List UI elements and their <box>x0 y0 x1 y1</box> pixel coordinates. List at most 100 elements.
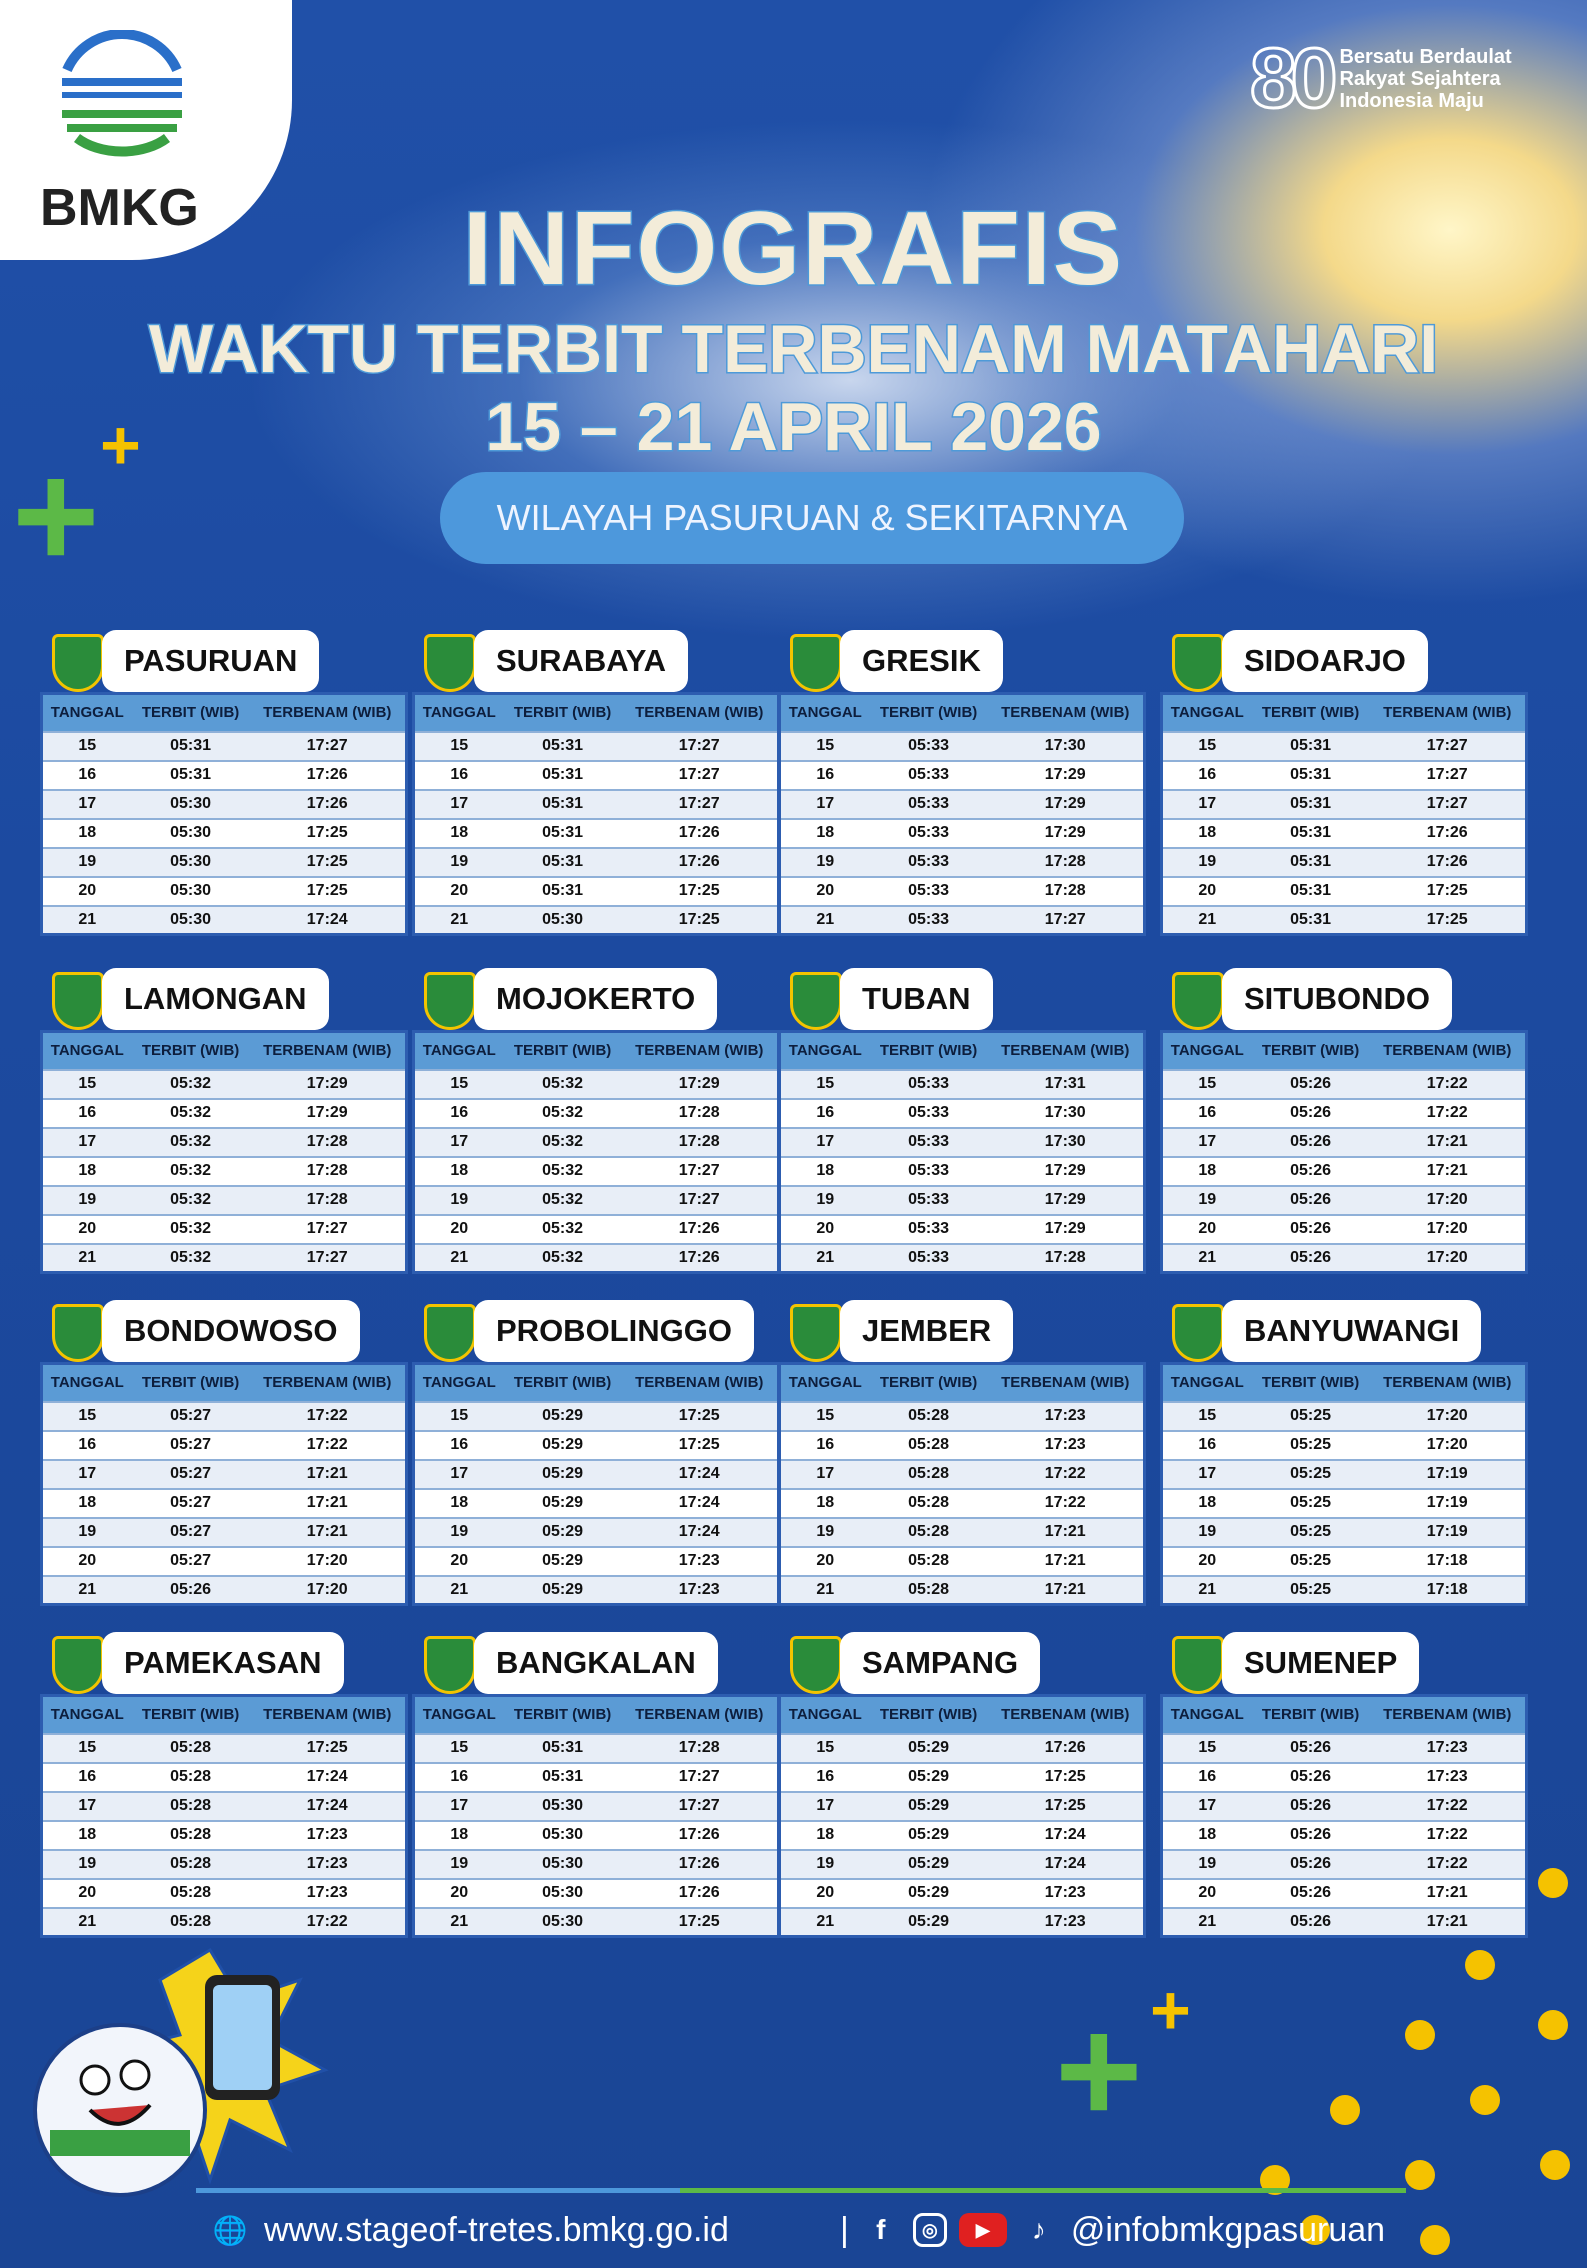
column-header: TANGGAL <box>413 693 504 732</box>
table-row: 16 05:31 17:27 <box>413 1761 779 1792</box>
column-header: TERBENAM (WIB) <box>1369 1363 1527 1402</box>
sun-times-table: TANGGAL TERBIT (WIB) TERBENAM (WIB) 15 05:27… <box>40 1362 408 1606</box>
region-emblem-icon <box>790 1304 842 1362</box>
table-row: 19 05:27 17:21 <box>41 1516 407 1547</box>
table-row: 21 05:30 17:25 <box>413 1906 779 1937</box>
column-header: TANGGAL <box>41 693 132 732</box>
date-cell: 21 <box>413 1906 504 1937</box>
region-block-pamekasan: PAMEKASAN TANGGAL TERBIT (WIB) TERBENAM (WI… <box>40 1632 408 1938</box>
date-cell: 20 <box>1161 1213 1252 1244</box>
date-cell: 16 <box>413 759 504 790</box>
sunset-cell: 17:28 <box>621 1097 779 1128</box>
sunrise-cell: 05:28 <box>131 1790 250 1821</box>
table-row: 21 05:33 17:27 <box>779 904 1145 935</box>
region-name: SIDOARJO <box>1222 630 1428 692</box>
date-cell: 21 <box>779 1906 870 1937</box>
region-block-sampang: SAMPANG TANGGAL TERBIT (WIB) TERBENAM (WIB)… <box>778 1632 1146 1938</box>
table-row: 16 05:28 17:24 <box>41 1761 407 1792</box>
sunrise-cell: 05:32 <box>131 1097 250 1128</box>
sunset-cell: 17:22 <box>987 1458 1145 1489</box>
table-row: 17 05:28 17:24 <box>41 1790 407 1821</box>
sunrise-cell: 05:33 <box>869 1155 988 1186</box>
date-cell: 17 <box>779 1790 870 1821</box>
sunset-cell: 17:21 <box>1369 1155 1527 1186</box>
anniversary-logo: 80 Bersatu Berdaulat Rakyat Sejahtera In… <box>1248 30 1519 127</box>
date-cell: 19 <box>413 1848 504 1879</box>
sunset-cell: 17:26 <box>621 1213 779 1244</box>
mascot-with-phone-icon <box>33 1947 329 2197</box>
date-cell: 17 <box>779 1458 870 1489</box>
region-header: TUBAN <box>778 968 1146 1030</box>
column-header: TANGGAL <box>779 1031 870 1070</box>
sunset-cell: 17:21 <box>987 1545 1145 1576</box>
date-cell: 15 <box>41 730 132 761</box>
table-row: 18 05:30 17:25 <box>41 817 407 848</box>
social-handle[interactable]: @infobmkgpasuruan <box>1070 2210 1386 2249</box>
date-cell: 21 <box>41 1906 132 1937</box>
table-row: 18 05:32 17:27 <box>413 1155 779 1186</box>
date-cell: 18 <box>41 817 132 848</box>
sunrise-cell: 05:27 <box>131 1545 250 1576</box>
region-emblem-icon <box>790 1636 842 1694</box>
sunrise-cell: 05:31 <box>131 759 250 790</box>
sunrise-cell: 05:31 <box>503 817 622 848</box>
table-row: 17 05:30 17:27 <box>413 1790 779 1821</box>
sunset-cell: 17:27 <box>249 1213 407 1244</box>
sunrise-cell: 05:30 <box>503 1790 622 1821</box>
sunset-cell: 17:24 <box>249 1761 407 1792</box>
date-cell: 15 <box>779 1400 870 1431</box>
sunrise-cell: 05:26 <box>1251 1213 1370 1244</box>
table-row: 15 05:31 17:27 <box>41 730 407 761</box>
instagram-icon[interactable]: ◎ <box>912 2213 947 2247</box>
table-row: 21 05:33 17:28 <box>779 1242 1145 1273</box>
table-row: 17 05:27 17:21 <box>41 1458 407 1489</box>
table-row: 17 05:30 17:26 <box>41 788 407 819</box>
date-cell: 18 <box>413 817 504 848</box>
region-name: SAMPANG <box>840 1632 1041 1694</box>
date-cell: 21 <box>1161 1906 1252 1937</box>
date-cell: 20 <box>1161 1545 1252 1576</box>
column-header: TERBENAM (WIB) <box>249 693 407 732</box>
column-header: TERBIT (WIB) <box>503 1031 622 1070</box>
sunrise-cell: 05:31 <box>1251 846 1370 877</box>
sunrise-cell: 05:31 <box>131 730 250 761</box>
table-row: 17 05:31 17:27 <box>413 788 779 819</box>
tiktok-icon[interactable]: ♪ <box>1031 2214 1046 2245</box>
date-cell: 15 <box>413 730 504 761</box>
footer-website[interactable]: 🌐 www.stageof-tretes.bmkg.go.id <box>210 2210 729 2250</box>
sunset-cell: 17:23 <box>987 1400 1145 1431</box>
region-emblem-icon <box>790 634 842 692</box>
page-subtitle: WAKTU TERBIT TERBENAM MATAHARI <box>147 310 1439 389</box>
anniversary-number: 80 <box>1248 30 1338 127</box>
sunrise-cell: 05:29 <box>869 1790 988 1821</box>
table-row: 19 05:30 17:25 <box>41 846 407 877</box>
sunset-cell: 17:29 <box>621 1068 779 1099</box>
sunrise-cell: 05:31 <box>503 1761 622 1792</box>
table-row: 15 05:29 17:26 <box>779 1732 1145 1763</box>
website-link[interactable]: www.stageof-tretes.bmkg.go.id <box>264 2210 729 2249</box>
table-row: 19 05:28 17:23 <box>41 1848 407 1879</box>
sunrise-cell: 05:29 <box>869 1732 988 1763</box>
region-header: SAMPANG <box>778 1632 1146 1694</box>
sunrise-cell: 05:30 <box>131 846 250 877</box>
sunset-cell: 17:29 <box>987 817 1145 848</box>
sunset-cell: 17:29 <box>987 1213 1145 1244</box>
youtube-icon[interactable]: ▶ <box>958 2213 1007 2247</box>
sunset-cell: 17:21 <box>1369 1906 1527 1937</box>
region-name: MOJOKERTO <box>474 968 718 1030</box>
facebook-icon[interactable]: f <box>876 2214 886 2245</box>
table-row: 20 05:32 17:26 <box>413 1213 779 1244</box>
sunset-cell: 17:19 <box>1369 1516 1527 1547</box>
region-emblem-icon <box>52 972 104 1030</box>
date-cell: 18 <box>41 1819 132 1850</box>
date-range: 15 – 21 APRIL 2026 <box>484 388 1103 467</box>
sunrise-cell: 05:27 <box>131 1458 250 1489</box>
date-cell: 21 <box>779 1574 870 1605</box>
sunset-cell: 17:23 <box>987 1877 1145 1908</box>
column-header: TERBENAM (WIB) <box>621 1031 779 1070</box>
sunset-cell: 17:20 <box>1369 1429 1527 1460</box>
table-row: 15 05:29 17:25 <box>413 1400 779 1431</box>
table-row: 21 05:32 17:27 <box>41 1242 407 1273</box>
dot-decoration <box>1538 1868 1568 1898</box>
sunset-cell: 17:18 <box>1369 1545 1527 1576</box>
